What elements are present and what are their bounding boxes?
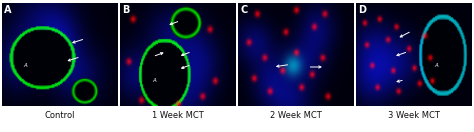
Text: C: C — [240, 5, 247, 15]
Text: Control: Control — [45, 111, 75, 120]
Text: A: A — [4, 5, 11, 15]
Text: 2 Week MCT: 2 Week MCT — [270, 111, 322, 120]
Text: B: B — [122, 5, 129, 15]
Text: A: A — [153, 78, 156, 83]
Text: A: A — [435, 63, 438, 68]
Text: 3 Week MCT: 3 Week MCT — [388, 111, 440, 120]
Text: D: D — [358, 5, 366, 15]
Text: A: A — [23, 63, 27, 68]
Text: 1 Week MCT: 1 Week MCT — [152, 111, 204, 120]
